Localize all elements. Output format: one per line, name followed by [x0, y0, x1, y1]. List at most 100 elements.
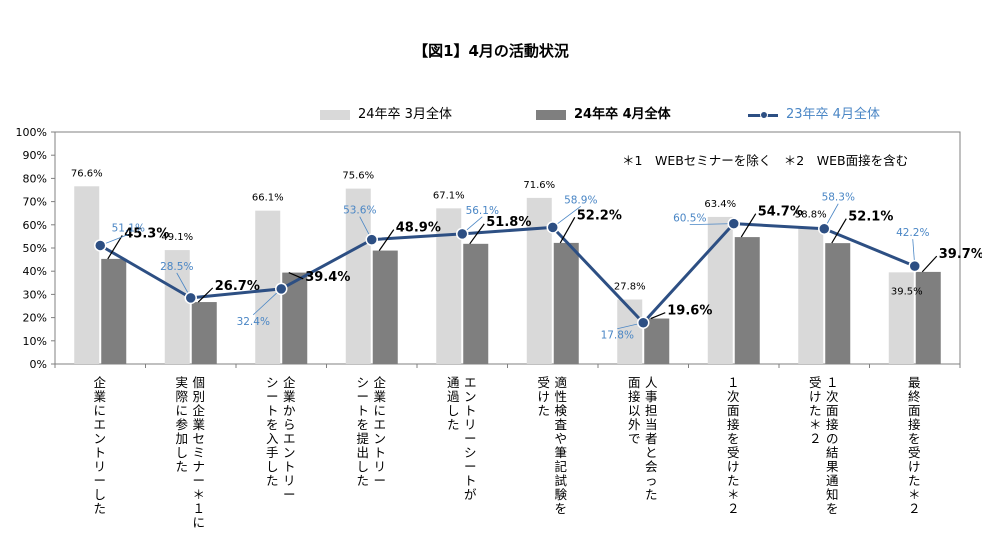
- data-label-24-4gatsu: 26.7%: [215, 279, 260, 294]
- x-category-label-line: 個別企業セミナー＊１に: [192, 375, 205, 530]
- data-label-24-3gatsu: 75.6%: [342, 171, 374, 182]
- x-category-label-line: 適性検査や筆記試験を: [554, 375, 567, 516]
- leader-line-24-4gatsu: [288, 272, 304, 280]
- bar-24-4gatsu: [463, 243, 489, 364]
- leader-line-24-4gatsu: [921, 255, 938, 273]
- data-label-24-4gatsu: 19.6%: [667, 304, 712, 319]
- legend-label-3gatsu: 24年卒 3月全体: [358, 107, 452, 122]
- data-label-24-3gatsu: 76.6%: [71, 168, 103, 179]
- data-label-24-3gatsu: 67.1%: [433, 190, 465, 201]
- x-category-label-line: シートを提出した: [356, 375, 369, 488]
- data-label-23nen: 58.9%: [564, 194, 597, 206]
- x-category-label-line: 企業にエントリー: [373, 375, 386, 488]
- bar-24-4gatsu: [734, 237, 760, 364]
- x-category-label-line: エントリーシートが: [463, 375, 477, 502]
- y-tick-label: 100%: [16, 126, 47, 139]
- plot-border: [54, 131, 961, 365]
- y-tick-label: 10%: [23, 335, 47, 348]
- x-category-label-line: １次面接を受けた＊２: [726, 375, 740, 516]
- data-label-24-3gatsu: 66.1%: [252, 193, 284, 204]
- legend-label-4gatsu: 24年卒 4月全体: [574, 107, 671, 122]
- y-tick-label: 0%: [30, 358, 47, 371]
- x-category-label-line: 受けた: [537, 375, 550, 418]
- y-tick-label: 80%: [23, 172, 47, 185]
- marker-23nen: [637, 316, 650, 329]
- data-label-23nen: 56.1%: [466, 205, 499, 217]
- chart-title: 【図1】4月の活動状況: [413, 42, 569, 60]
- marker-23nen: [908, 259, 921, 273]
- marker-23nen: [184, 291, 197, 305]
- marker-23nen: [365, 233, 378, 246]
- footnote: ＊1 WEBセミナーを除く ＊2 WEB面接を含む: [622, 153, 909, 168]
- series-line-23nen: [99, 222, 916, 325]
- data-label-24-3gatsu: 58.8%: [795, 210, 827, 221]
- leader-line-24-4gatsu: [831, 218, 847, 244]
- data-label-24-4gatsu: 39.4%: [305, 270, 350, 285]
- marker-23nen: [275, 282, 288, 296]
- x-category-label-line: 人事担当者と会った: [644, 375, 658, 502]
- marker-23nen: [94, 239, 107, 252]
- data-label-23nen: 42.2%: [896, 227, 929, 239]
- y-tick-label: 40%: [23, 265, 47, 278]
- data-label-24-3gatsu: 63.4%: [704, 199, 736, 210]
- x-category-label-line: 最終面接を受けた＊２: [907, 375, 921, 516]
- data-label-24-4gatsu: 51.8%: [486, 215, 531, 230]
- bar-24-3gatsu: [345, 188, 371, 364]
- x-category-label-line: 面接以外で: [627, 375, 641, 446]
- leader-line-24-4gatsu: [378, 229, 395, 251]
- data-label-24-4gatsu: 52.2%: [577, 208, 622, 223]
- y-tick-label: 90%: [23, 149, 47, 162]
- data-label-23nen: 58.3%: [822, 192, 855, 204]
- legend-marker-23nen: [760, 111, 768, 119]
- bar-24-4gatsu: [372, 250, 398, 364]
- legend-swatch-3gatsu: [320, 110, 350, 120]
- data-label-24-4gatsu: 48.9%: [396, 221, 441, 236]
- leader-line-24-4gatsu: [469, 223, 485, 245]
- data-label-24-3gatsu: 39.5%: [891, 286, 923, 297]
- leader-line-23nen: [252, 288, 282, 316]
- y-tick-label: 20%: [23, 312, 47, 325]
- data-label-23nen: 60.5%: [673, 213, 706, 225]
- x-category-label-line: シートを入手した: [265, 375, 279, 488]
- bar-24-3gatsu: [74, 186, 100, 364]
- leader-line-24-4gatsu: [650, 312, 666, 320]
- data-label-23nen: 53.6%: [343, 205, 376, 217]
- y-tick-label: 60%: [23, 219, 47, 232]
- y-tick-label: 70%: [23, 196, 47, 209]
- leader-line-24-4gatsu: [740, 213, 757, 238]
- bar-24-4gatsu: [191, 302, 217, 364]
- bar-24-4gatsu: [915, 271, 941, 364]
- x-category-label-line: 企業からエントリー: [282, 375, 296, 502]
- data-label-23nen: 51.1%: [112, 222, 145, 234]
- data-label-24-3gatsu: 27.8%: [614, 282, 646, 293]
- data-label-24-3gatsu: 49.1%: [161, 232, 193, 243]
- legend-label-23nen: 23年卒 4月全体: [786, 107, 880, 122]
- data-label-23nen: 17.8%: [601, 330, 634, 342]
- x-category-label-line: １次面接の結果通知を: [825, 375, 839, 516]
- x-category-label-line: 通過した: [446, 375, 460, 432]
- leader-line-24-4gatsu: [197, 287, 214, 303]
- x-category-label-line: 受けた＊２: [808, 375, 822, 446]
- bar-24-3gatsu: [798, 227, 824, 364]
- marker-23nen: [546, 221, 559, 234]
- marker-23nen: [727, 217, 740, 230]
- leader-line-24-4gatsu: [559, 217, 576, 244]
- leader-line-24-4gatsu: [107, 235, 123, 260]
- bar-24-4gatsu: [825, 243, 851, 364]
- data-label-24-4gatsu: 52.1%: [848, 210, 893, 225]
- data-label-24-4gatsu: 54.7%: [758, 205, 803, 220]
- bar-24-3gatsu: [707, 216, 733, 364]
- marker-23nen: [456, 227, 469, 241]
- bar-24-3gatsu: [888, 272, 914, 364]
- data-label-24-3gatsu: 71.6%: [523, 180, 555, 191]
- data-label-24-4gatsu: 39.7%: [939, 247, 982, 262]
- bar-24-3gatsu: [164, 250, 190, 364]
- bar-24-4gatsu: [101, 258, 127, 364]
- legend-swatch-4gatsu: [536, 110, 566, 120]
- x-category-label-line: 実際に参加した: [175, 375, 188, 474]
- bar-24-4gatsu: [553, 242, 579, 364]
- data-label-24-4gatsu: 45.3%: [124, 226, 169, 241]
- leader-line-23nen: [689, 223, 734, 226]
- y-tick-label: 30%: [23, 288, 47, 301]
